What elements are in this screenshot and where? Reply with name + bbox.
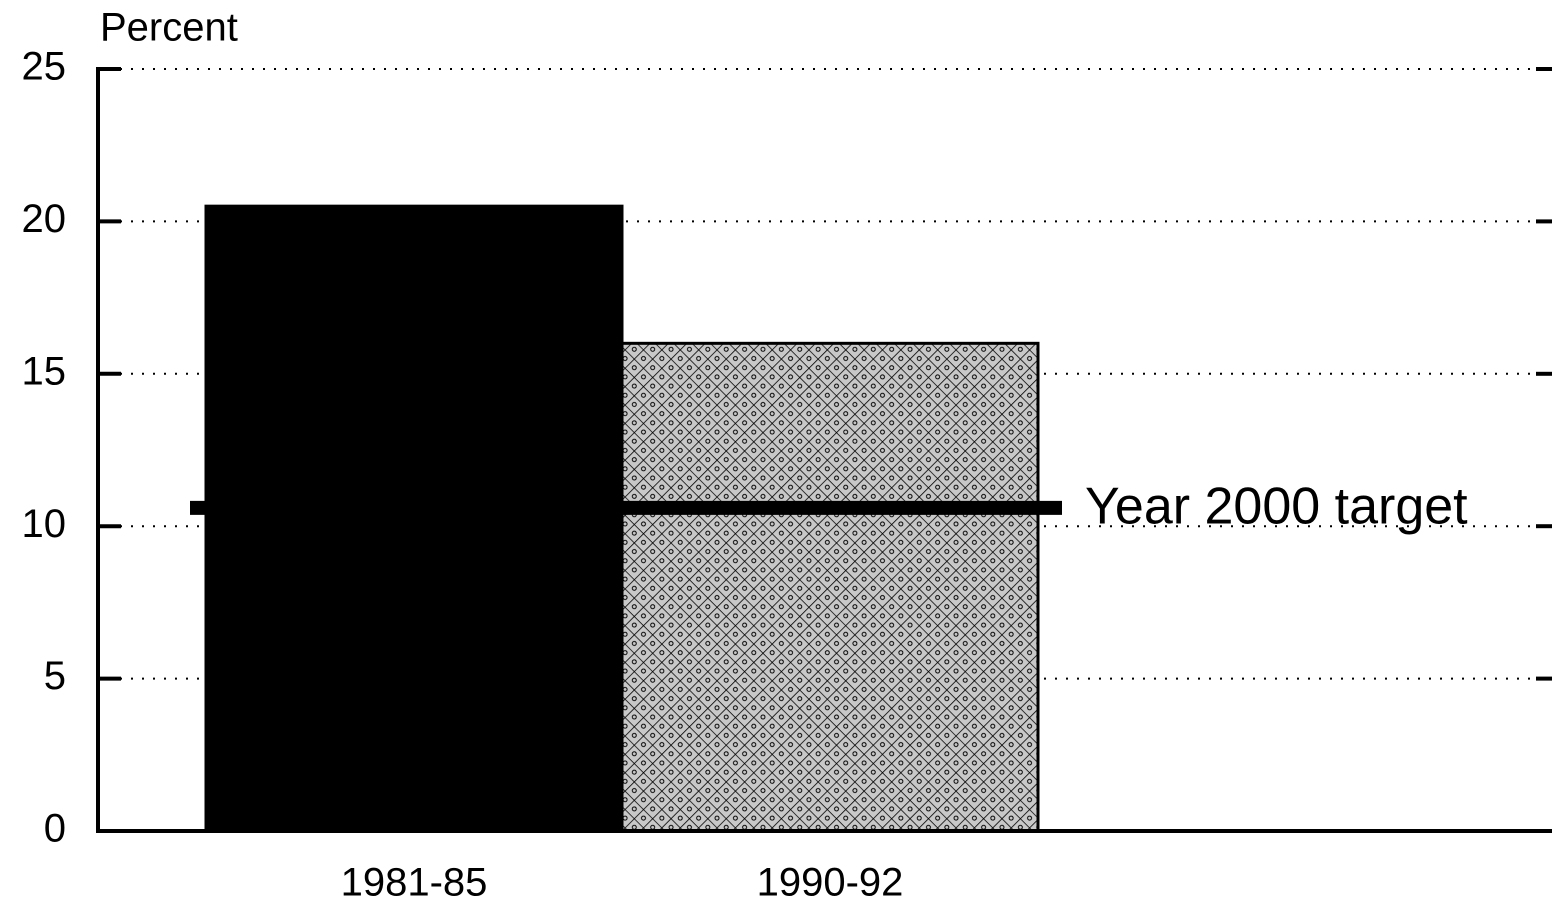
- bar: [204, 204, 624, 833]
- y-tick-label: 5: [44, 654, 66, 698]
- y-axis-label: Percent: [100, 6, 238, 50]
- x-tick-label: 1990-92: [757, 861, 904, 905]
- y-tick-label: 0: [44, 807, 66, 851]
- y-tick-label: 25: [22, 45, 67, 89]
- y-tick-label: 10: [22, 502, 67, 546]
- y-tick-label: 20: [22, 197, 67, 241]
- x-tick-label: 1981-85: [341, 861, 488, 905]
- y-tick-label: 15: [22, 349, 67, 393]
- reference-label: Year 2000 target: [1085, 478, 1468, 536]
- bar: [620, 341, 1040, 833]
